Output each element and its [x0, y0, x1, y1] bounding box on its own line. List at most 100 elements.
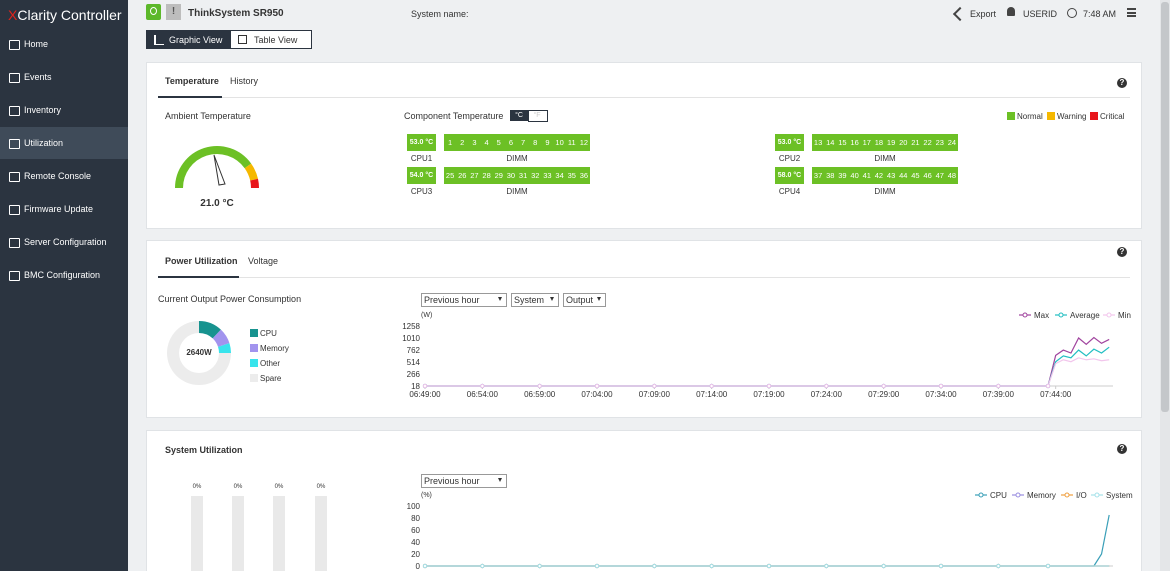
dimm-number[interactable]: 20 [899, 137, 908, 147]
dimm-number[interactable]: 25 [445, 170, 455, 180]
nav-item[interactable]: Remote Console [0, 160, 128, 192]
dimm-number[interactable]: 12 [579, 137, 589, 147]
dimm-number[interactable]: 19 [886, 137, 896, 147]
dimm-number[interactable]: 21 [911, 137, 920, 147]
nav-item[interactable]: Inventory [0, 94, 128, 126]
dropdown[interactable] [421, 474, 507, 488]
alert-button[interactable]: ! [166, 4, 181, 20]
dimm-number[interactable]: 33 [543, 170, 552, 180]
dimm-number[interactable]: 2 [460, 137, 465, 147]
dimm-number[interactable]: 32 [531, 170, 540, 180]
nav-label[interactable]: Firmware Update [24, 204, 94, 214]
dimm-number[interactable]: 5 [496, 137, 501, 147]
dimm-number[interactable]: 26 [458, 170, 467, 180]
help-icon[interactable]: ? [1117, 247, 1127, 257]
nav-item[interactable]: Server Configuration [0, 226, 128, 258]
export-icon[interactable] [952, 6, 968, 22]
dimm-number[interactable]: 3 [472, 137, 477, 147]
cpu-temp[interactable]: 53.0 °C [409, 138, 434, 146]
dimm-number[interactable]: 8 [533, 137, 538, 147]
dimm-number[interactable]: 27 [470, 170, 479, 180]
user-icon[interactable] [1007, 7, 1015, 16]
dimm-number[interactable]: 13 [813, 137, 823, 147]
scroll-thumb[interactable] [1161, 2, 1169, 412]
cpu-temp-box[interactable] [407, 167, 436, 184]
dimm-number[interactable]: 42 [874, 170, 884, 180]
dimm-number[interactable]: 44 [899, 170, 908, 180]
unit-c[interactable]: °C [515, 112, 523, 119]
dimm-number[interactable]: 31 [518, 170, 528, 180]
dimm-number[interactable]: 39 [838, 170, 847, 180]
dimm-number[interactable]: 46 [923, 170, 932, 180]
nav-item[interactable]: Home [0, 28, 128, 60]
dimm-number[interactable]: 14 [826, 137, 835, 147]
dimm-number[interactable]: 28 [482, 170, 491, 180]
table-view-tab[interactable] [230, 30, 312, 49]
tab-history[interactable]: History [230, 76, 259, 86]
dropdown-label[interactable]: Previous hour [424, 476, 480, 486]
dropdown[interactable] [563, 293, 606, 307]
dimm-number[interactable]: 35 [567, 170, 576, 180]
dimm-number[interactable]: 15 [838, 137, 847, 147]
tab-power[interactable]: Power Utilization [165, 256, 238, 266]
dimm-number[interactable]: 34 [555, 170, 564, 180]
dimm-number[interactable]: 24 [947, 137, 957, 147]
nav-item[interactable]: BMC Configuration [0, 259, 128, 291]
dropdown-label[interactable]: Previous hour [424, 295, 480, 305]
cpu-temp[interactable]: 58.0 °C [777, 171, 802, 179]
dimm-number[interactable]: 38 [826, 170, 835, 180]
dimm-number[interactable]: 43 [886, 170, 896, 180]
tab-temperature[interactable]: Temperature [165, 76, 219, 86]
dimm-number[interactable]: 29 [494, 170, 503, 180]
user-name[interactable]: USERID [1023, 9, 1058, 19]
dimm-number[interactable]: 10 [555, 137, 564, 147]
unit-f[interactable]: °F [533, 112, 541, 119]
nav-label[interactable]: Remote Console [24, 171, 92, 181]
help-icon[interactable]: ? [1117, 78, 1127, 88]
menu-icon[interactable] [1127, 8, 1136, 17]
dimm-number[interactable]: 4 [484, 137, 489, 147]
nav-item[interactable]: Firmware Update [0, 193, 128, 225]
cpu-temp-box[interactable] [775, 134, 804, 151]
nav-item[interactable]: Events [0, 61, 128, 93]
dimm-number[interactable]: 41 [862, 170, 871, 180]
nav-label[interactable]: Server Configuration [24, 237, 107, 247]
dimm-number[interactable]: 17 [862, 137, 871, 147]
dropdown[interactable] [511, 293, 559, 307]
dimm-number[interactable]: 47 [935, 170, 944, 180]
dimm-number[interactable]: 40 [850, 170, 859, 180]
cpu-temp[interactable]: 54.0 °C [409, 171, 434, 179]
dimm-number[interactable]: 23 [935, 137, 944, 147]
dimm-number[interactable]: 6 [508, 137, 513, 147]
dimm-number[interactable]: 30 [506, 170, 516, 180]
nav-label[interactable]: Events [24, 72, 52, 82]
unit-toggle-f[interactable] [528, 110, 548, 122]
dropdown-label[interactable]: System [514, 295, 545, 305]
graphic-view-tab[interactable] [146, 30, 230, 49]
help-icon[interactable]: ? [1117, 444, 1127, 454]
nav-label[interactable]: BMC Configuration [24, 270, 101, 280]
tab-voltage[interactable]: Voltage [248, 256, 279, 266]
dimm-number[interactable]: 36 [579, 170, 589, 180]
nav-label[interactable]: Home [24, 39, 49, 49]
table-view-label[interactable]: Table View [254, 35, 298, 45]
dimm-number[interactable]: 18 [874, 137, 884, 147]
export-link[interactable]: Export [970, 9, 997, 19]
dimm-number[interactable]: 37 [813, 170, 823, 180]
dimm-number[interactable]: 22 [923, 137, 932, 147]
dimm-number[interactable]: 7 [520, 137, 526, 147]
dimm-number[interactable]: 48 [947, 170, 957, 180]
dimm-number[interactable]: 11 [567, 137, 576, 147]
unit-toggle-c[interactable] [510, 110, 528, 121]
graphic-view-label[interactable]: Graphic View [169, 35, 223, 45]
cpu-temp[interactable]: 53.0 °C [777, 138, 802, 146]
dimm-number[interactable]: 16 [850, 137, 859, 147]
dropdown[interactable] [421, 293, 507, 307]
dimm-number[interactable]: 45 [911, 170, 920, 180]
cpu-temp-box[interactable] [775, 167, 804, 184]
nav-label[interactable]: Inventory [24, 105, 62, 115]
cpu-temp-box[interactable] [407, 134, 436, 151]
dimm-number[interactable]: 9 [545, 137, 550, 147]
nav-label[interactable]: Utilization [24, 138, 64, 148]
dimm-number[interactable]: 1 [447, 137, 453, 147]
